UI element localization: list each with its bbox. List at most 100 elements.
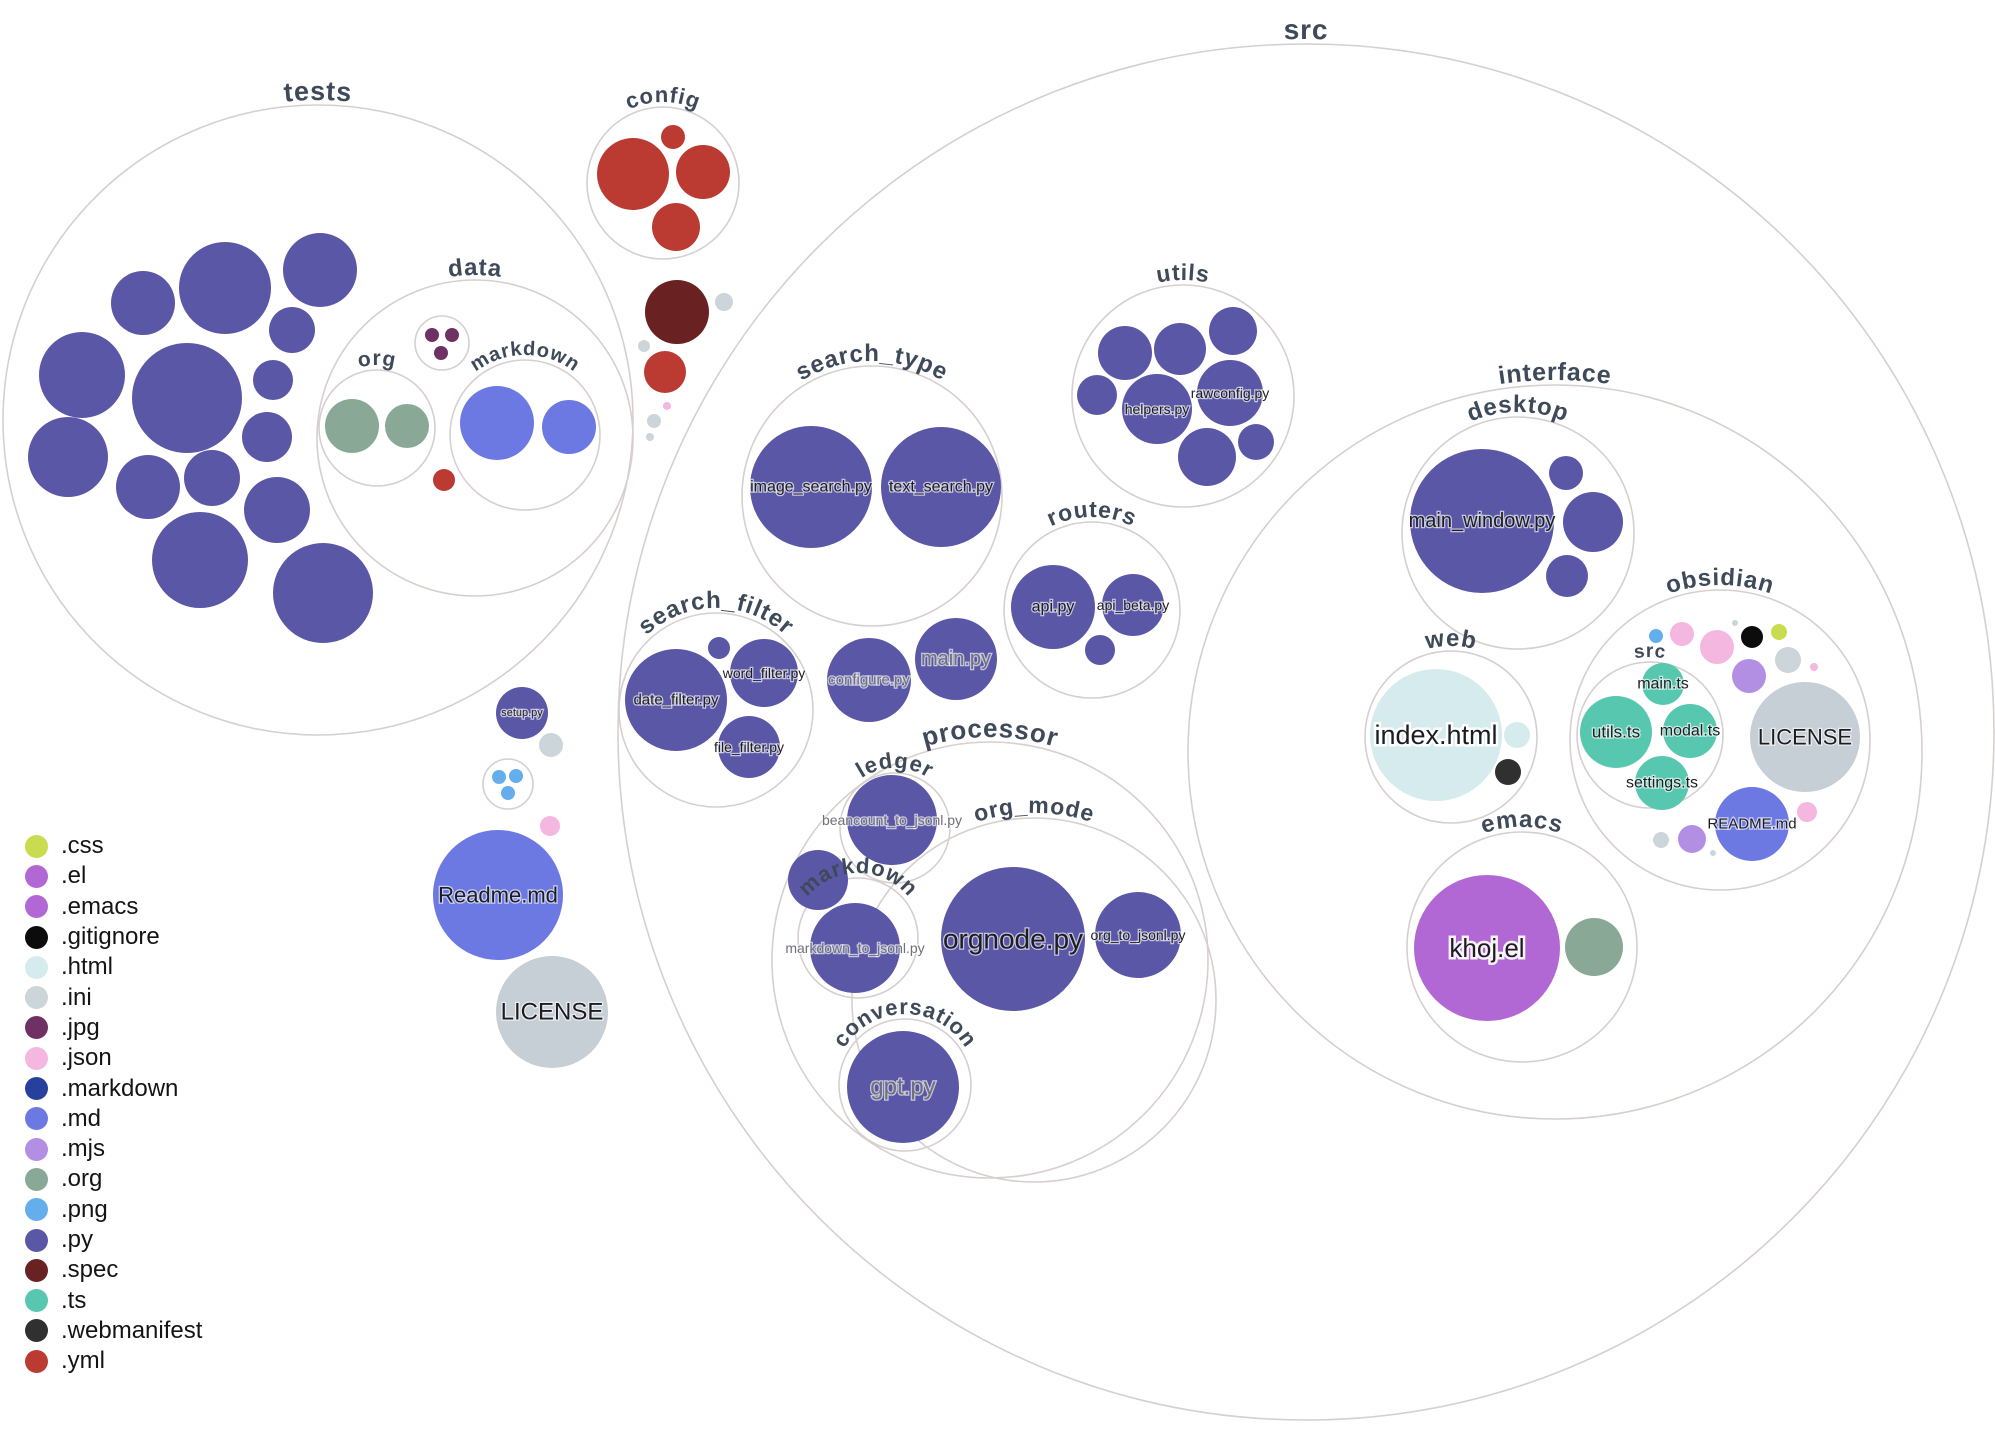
label-text-config: config — [622, 82, 704, 114]
file-circle-processor-file — [788, 850, 848, 910]
label-text-web: web — [1422, 625, 1478, 655]
file-circle-data-md-file-1 — [460, 386, 534, 460]
legend-label-md: .md — [61, 1104, 102, 1132]
file-circle-obsidian-LICENSE — [1750, 682, 1860, 792]
file-circle-date_filter.py — [625, 649, 727, 751]
legend-item-html: .html — [25, 952, 202, 982]
legend-swatch-org — [25, 1167, 48, 1191]
file-circle-data-md-file-2 — [542, 400, 596, 454]
file-circle-utils-file-6 — [1238, 424, 1274, 460]
label-text-routers: routers — [1043, 496, 1141, 531]
legend-item-jpg: .jpg — [25, 1013, 202, 1043]
file-circle-orgnode.py — [941, 867, 1085, 1011]
dir-circle-tests — [2, 104, 634, 736]
file-circle-obsidian-json-4 — [1797, 802, 1817, 822]
label-src: src — [1283, 14, 1328, 45]
label-text-emacs: emacs — [1478, 806, 1566, 839]
file-circle-data-jpg-3 — [434, 346, 448, 360]
dir-circle-processor-markdown — [797, 877, 919, 999]
dir-circle-data — [316, 279, 634, 597]
file-circle-test-file-2 — [179, 242, 271, 334]
legend-item-markdown: .markdown — [25, 1073, 202, 1103]
dir-circle-config — [586, 106, 740, 260]
legend-label-png: .png — [61, 1195, 108, 1223]
label-beancount_to_jsonl.py: beancount_to_jsonl.py — [822, 812, 962, 828]
file-circle-data-yml-file — [433, 469, 455, 491]
legend-swatch-mjs — [25, 1137, 48, 1161]
label-desktop: desktop — [1463, 391, 1572, 427]
legend-swatch-yml — [25, 1349, 48, 1373]
file-circle-obsidian-json-2 — [1700, 630, 1734, 664]
dir-circle-search_filter — [618, 612, 814, 808]
file-circle-utils-file-3 — [1209, 307, 1257, 355]
legend-swatch-json — [25, 1046, 48, 1070]
file-circle-routers-file — [1085, 635, 1115, 665]
label-configure.py: configure.py — [828, 672, 910, 689]
file-circle-beancount_to_jsonl.py — [847, 775, 937, 865]
legend-swatch-css — [25, 834, 48, 858]
file-circle-test-file-3 — [283, 233, 357, 307]
file-circle-main_window.py — [1410, 449, 1554, 593]
label-gpt.py: gpt.py — [870, 1074, 935, 1101]
file-circle-obsidian-css-file — [1771, 624, 1787, 640]
file-circle-text_search.py — [881, 427, 1001, 547]
label-text-desktop: desktop — [1463, 391, 1571, 427]
label-emacs: emacs — [1478, 806, 1567, 839]
file-circle-image_search.py — [750, 426, 872, 548]
file-circle-test-file-8 — [242, 412, 292, 462]
file-circle-desktop-file-2 — [1563, 492, 1623, 552]
file-circle-obsidian-ini-4 — [1710, 850, 1716, 856]
label-text-search_type: search_type — [791, 340, 952, 386]
legend-swatch-gitignore — [25, 925, 48, 949]
label-word_filter.py: word_filter.py — [722, 665, 805, 681]
legend-item-mjs: .mjs — [25, 1134, 202, 1164]
label-Readme.md: Readme.md — [438, 883, 558, 908]
file-circle-search-filter-file — [708, 637, 730, 659]
legend-label-spec: .spec — [61, 1256, 119, 1284]
label-search_filter: search_filter — [633, 587, 799, 640]
legend-label-json: .json — [61, 1044, 112, 1072]
label-text-org_mode: org_mode — [970, 792, 1096, 827]
legend-swatch-ts — [25, 1289, 48, 1313]
file-circle-web-webmanifest-file — [1495, 759, 1521, 785]
legend-swatch-ini — [25, 986, 48, 1010]
legend-swatch-webmanifest — [25, 1319, 48, 1343]
legend-swatch-markdown — [25, 1077, 48, 1101]
file-circle-rawconfig.py — [1197, 360, 1263, 426]
file-circle-api.py — [1011, 565, 1095, 649]
label-org_mode: org_mode — [970, 792, 1097, 827]
dir-circle-emacs — [1406, 831, 1638, 1063]
file-circle-obsidian-png-file — [1649, 629, 1663, 643]
file-circle-data-org-file-2 — [385, 404, 429, 448]
label-data: data — [446, 254, 503, 283]
file-circle-utils.ts — [1580, 696, 1652, 768]
dir-circle-processor — [771, 741, 1209, 1179]
legend-label-ini: .ini — [61, 983, 92, 1011]
file-circle-root-png-3 — [501, 786, 515, 800]
file-circle-README.md — [1715, 787, 1789, 861]
file-circle-desktop-file-3 — [1546, 555, 1588, 597]
file-circle-emacs-org-file — [1565, 918, 1623, 976]
label-LICENSE: LICENSE — [501, 999, 604, 1026]
file-circle-config-yml-1 — [597, 138, 669, 210]
dir-circle-data-images — [414, 315, 470, 371]
legend-swatch-emacs — [25, 895, 48, 919]
file-circle-obsidian-mjs-2 — [1678, 825, 1706, 853]
label-processor: processor — [918, 713, 1062, 753]
file-circle-test-file-6 — [132, 343, 242, 453]
label-text-processor: processor — [918, 713, 1061, 753]
label-search_type: search_type — [791, 340, 953, 386]
file-circle-web-html-file — [1504, 722, 1530, 748]
file-circle-test-file-10 — [116, 455, 180, 519]
file-circle-obsidian-mjs-1 — [1732, 659, 1766, 693]
label-config: config — [622, 82, 705, 114]
file-circle-obsidian-ini-1 — [1732, 620, 1738, 626]
file-circle-modal.ts — [1663, 704, 1717, 758]
dir-circle-src — [617, 43, 1995, 1421]
label-text-search_filter: search_filter — [633, 587, 799, 640]
file-circle-desktop-file-1 — [1549, 456, 1583, 490]
legend-swatch-html — [25, 955, 48, 979]
file-circle-test-file-9 — [28, 417, 108, 497]
file-circle-org_to_jsonl.py — [1095, 892, 1181, 978]
